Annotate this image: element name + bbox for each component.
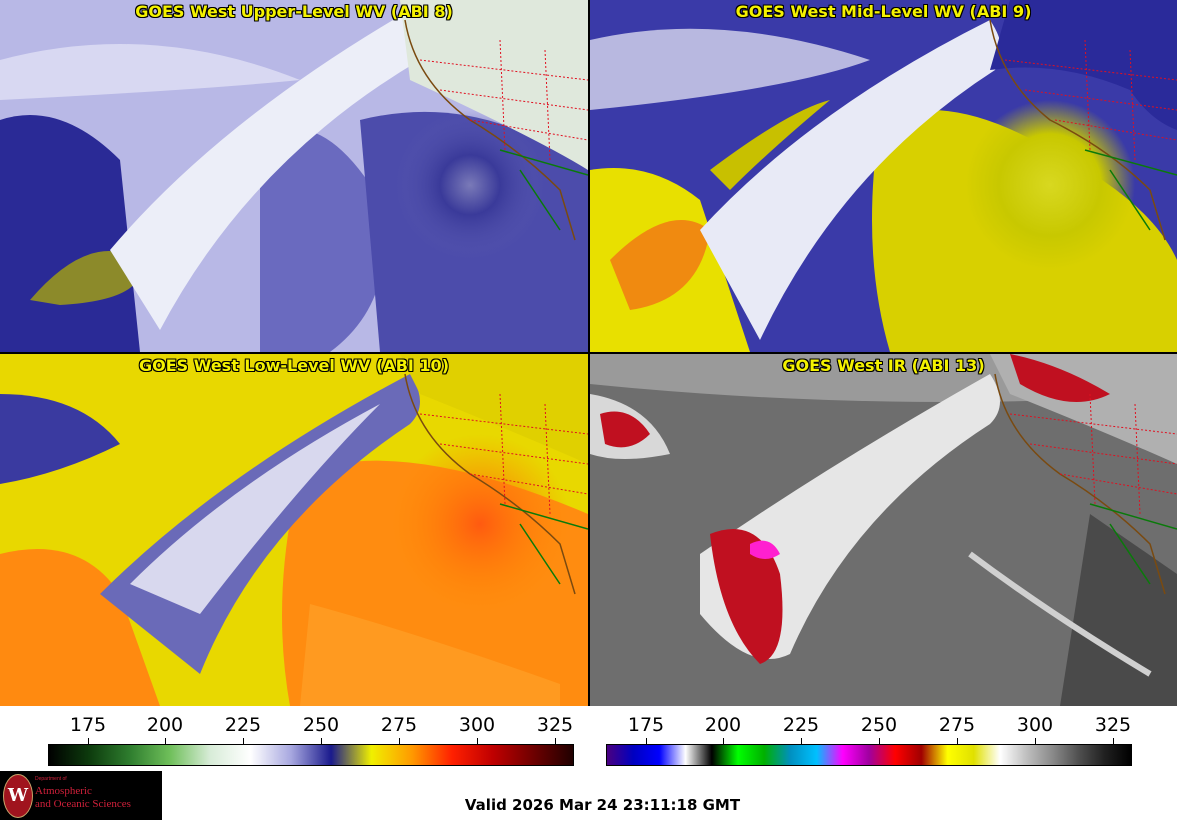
colorbar-tick-label: 275 [380, 714, 418, 736]
logo-department: Department of [35, 776, 67, 782]
colorbar-tick [88, 738, 89, 744]
colorbar-tick [477, 738, 478, 744]
aos-logo: W Department of Atmospheric and Oceanic … [0, 771, 162, 820]
colorbar-tick-label: 325 [1094, 714, 1132, 736]
panel-title: GOES West Low-Level WV (ABI 10) [138, 356, 449, 375]
panel-low-wv: GOES West Low-Level WV (ABI 10) [0, 354, 588, 706]
ir-image [590, 354, 1177, 706]
logo-line-1: Atmospheric [35, 785, 92, 797]
colorbar-tick [879, 738, 880, 744]
panel-mid-wv: GOES West Mid-Level WV (ABI 9) [590, 0, 1177, 352]
colorbar-tick [1035, 738, 1036, 744]
panel-ir: GOES West IR (ABI 13) [590, 354, 1177, 706]
colorbar-tick-label: 275 [938, 714, 976, 736]
valid-time: Valid 2026 Mar 24 23:11:18 GMT [464, 796, 741, 814]
colorbar-tick [555, 738, 556, 744]
colorbar-tick-label: 300 [458, 714, 496, 736]
colorbar-tick-label: 250 [302, 714, 340, 736]
colorbar-tick [243, 738, 244, 744]
colorbar-tick [957, 738, 958, 744]
uw-crest-icon: W [3, 774, 33, 818]
colorbar-tick-label: 250 [860, 714, 898, 736]
mid-wv-image [590, 0, 1177, 352]
colorbar-tick [723, 738, 724, 744]
colorbar-tick-label: 325 [536, 714, 574, 736]
colorbar-tick [321, 738, 322, 744]
panel-upper-wv: GOES West Upper-Level WV (ABI 8) [0, 0, 588, 352]
panel-divider-horizontal [0, 352, 1177, 354]
colorbar-tick-label: 225 [782, 714, 820, 736]
colorbar-tick [801, 738, 802, 744]
colorbar-tick [165, 738, 166, 744]
panel-title: GOES West Mid-Level WV (ABI 9) [735, 2, 1032, 21]
colorbar-tick [399, 738, 400, 744]
colorbar-tick [1113, 738, 1114, 744]
low-wv-image [0, 354, 588, 706]
panel-title: GOES West IR (ABI 13) [782, 356, 985, 375]
wv-colorbar [48, 744, 574, 766]
upper-wv-image [0, 0, 588, 352]
colorbar-tick-label: 175 [69, 714, 107, 736]
colorbar-tick [646, 738, 647, 744]
ir-colorbar [606, 744, 1132, 766]
logo-line-2: and Oceanic Sciences [35, 798, 131, 810]
colorbar-tick-label: 200 [146, 714, 184, 736]
panel-title: GOES West Upper-Level WV (ABI 8) [135, 2, 453, 21]
colorbar-tick-label: 300 [1016, 714, 1054, 736]
colorbar-tick-label: 200 [704, 714, 742, 736]
colorbar-tick-label: 225 [224, 714, 262, 736]
colorbar-tick-label: 175 [627, 714, 665, 736]
